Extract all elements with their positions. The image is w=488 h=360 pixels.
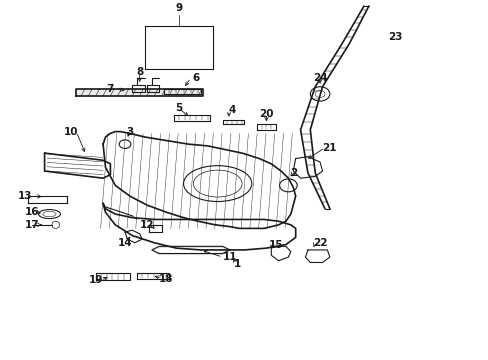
Text: 14: 14 — [118, 238, 132, 248]
Text: 12: 12 — [140, 220, 154, 230]
Text: 24: 24 — [312, 73, 327, 83]
Text: 1: 1 — [233, 259, 240, 269]
Text: 9: 9 — [175, 3, 182, 13]
Text: 17: 17 — [25, 220, 40, 230]
Text: 10: 10 — [64, 127, 79, 136]
Text: 7: 7 — [106, 84, 114, 94]
Text: 4: 4 — [228, 105, 236, 115]
Text: 21: 21 — [322, 143, 336, 153]
Text: 23: 23 — [387, 32, 402, 41]
Text: 8: 8 — [136, 67, 143, 77]
Text: 20: 20 — [259, 109, 273, 119]
Text: 13: 13 — [18, 191, 32, 201]
Text: 18: 18 — [159, 274, 173, 284]
Text: 3: 3 — [126, 127, 133, 136]
Text: 15: 15 — [268, 239, 283, 249]
Text: 16: 16 — [25, 207, 40, 217]
Text: 19: 19 — [88, 275, 103, 285]
Text: 2: 2 — [289, 168, 296, 178]
Text: 11: 11 — [222, 252, 237, 262]
Text: 5: 5 — [175, 103, 182, 113]
Text: 6: 6 — [192, 73, 199, 83]
Text: 22: 22 — [312, 238, 326, 248]
